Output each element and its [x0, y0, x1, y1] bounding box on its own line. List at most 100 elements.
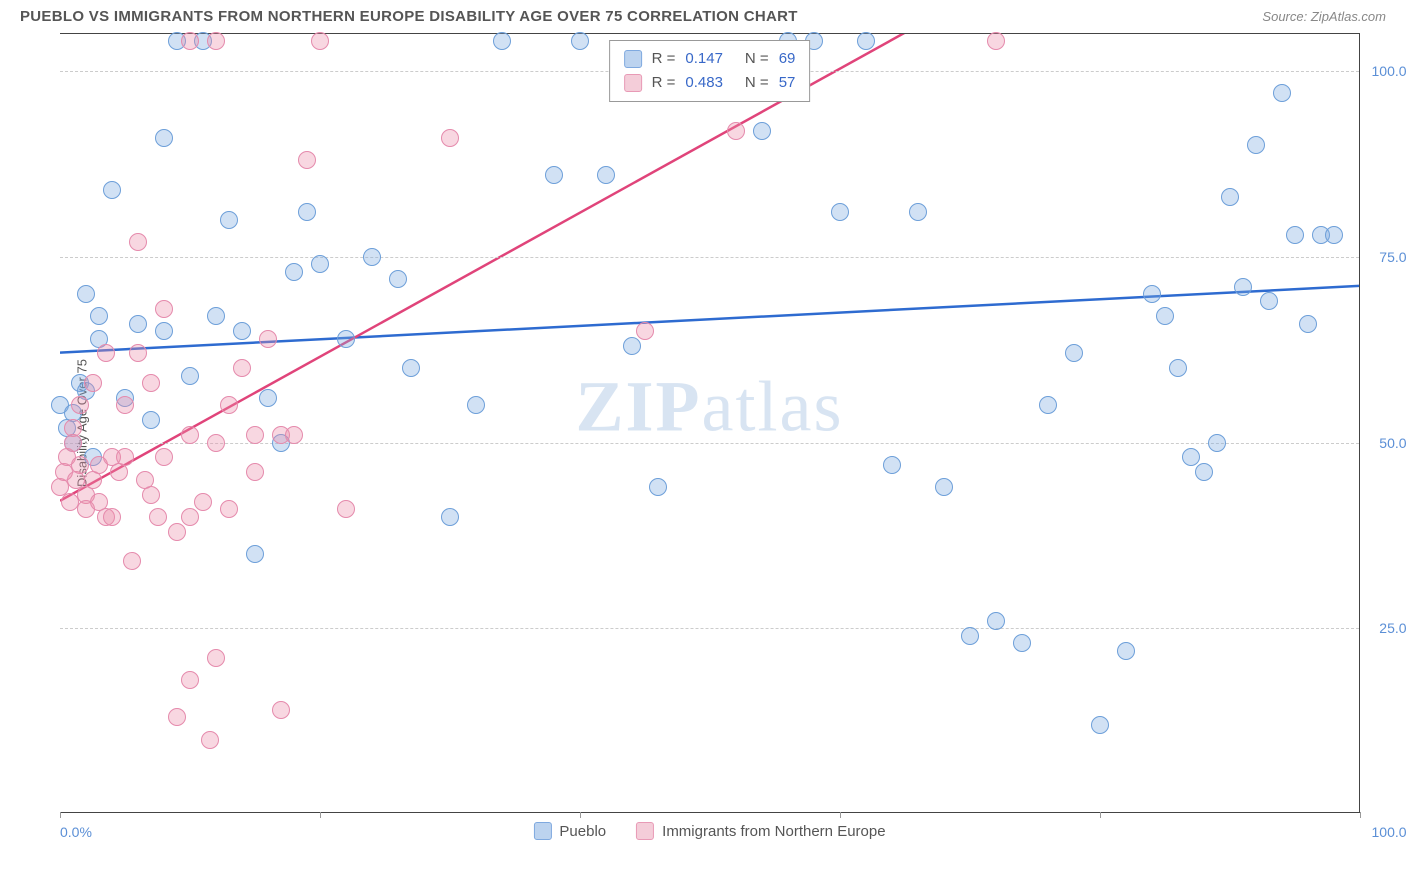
data-point — [883, 456, 901, 474]
data-point — [142, 374, 160, 392]
title-bar: PUEBLO VS IMMIGRANTS FROM NORTHERN EUROP… — [0, 0, 1406, 29]
data-point — [402, 359, 420, 377]
data-point — [1169, 359, 1187, 377]
data-point — [1299, 315, 1317, 333]
legend-label-pueblo: Pueblo — [559, 823, 606, 840]
data-point — [1286, 226, 1304, 244]
legend-r-label: R = — [652, 71, 676, 95]
data-point — [1325, 226, 1343, 244]
data-point — [909, 203, 927, 221]
data-point — [389, 270, 407, 288]
data-point — [97, 344, 115, 362]
data-point — [649, 478, 667, 496]
source-label: Source: ZipAtlas.com — [1262, 9, 1386, 24]
legend-swatch-immigrants-icon — [636, 822, 654, 840]
data-point — [246, 463, 264, 481]
x-tick-mark — [580, 812, 581, 818]
data-point — [246, 426, 264, 444]
y-tick-label: 100.0% — [1372, 63, 1406, 79]
data-point — [441, 129, 459, 147]
data-point — [129, 233, 147, 251]
data-point — [1208, 434, 1226, 452]
data-point — [259, 330, 277, 348]
data-point — [181, 426, 199, 444]
data-point — [311, 32, 329, 50]
data-point — [233, 359, 251, 377]
data-point — [571, 32, 589, 50]
data-point — [207, 649, 225, 667]
data-point — [168, 708, 186, 726]
data-point — [246, 545, 264, 563]
data-point — [636, 322, 654, 340]
data-point — [987, 32, 1005, 50]
legend-swatch-pueblo — [624, 50, 642, 68]
data-point — [753, 122, 771, 140]
x-tick-mark — [1100, 812, 1101, 818]
data-point — [123, 552, 141, 570]
data-point — [987, 612, 1005, 630]
data-point — [545, 166, 563, 184]
data-point — [181, 508, 199, 526]
data-point — [1156, 307, 1174, 325]
data-point — [129, 344, 147, 362]
legend-r-value-pueblo: 0.147 — [685, 47, 723, 71]
source-name: ZipAtlas.com — [1311, 9, 1386, 24]
data-point — [155, 322, 173, 340]
legend-swatch-pueblo-icon — [533, 822, 551, 840]
gridline — [60, 257, 1359, 258]
data-point — [1039, 396, 1057, 414]
data-point — [142, 411, 160, 429]
data-point — [857, 32, 875, 50]
correlation-legend: R = 0.147 N = 69 R = 0.483 N = 57 — [609, 40, 811, 102]
gridline — [60, 628, 1359, 629]
data-point — [116, 396, 134, 414]
data-point — [103, 508, 121, 526]
source-prefix: Source: — [1262, 9, 1307, 24]
data-point — [441, 508, 459, 526]
data-point — [727, 122, 745, 140]
data-point — [207, 32, 225, 50]
data-point — [597, 166, 615, 184]
data-point — [1065, 344, 1083, 362]
data-point — [285, 263, 303, 281]
data-point — [1247, 136, 1265, 154]
data-point — [155, 300, 173, 318]
data-point — [1091, 716, 1109, 734]
data-point — [1182, 448, 1200, 466]
data-point — [1221, 188, 1239, 206]
data-point — [1143, 285, 1161, 303]
y-tick-label: 75.0% — [1379, 249, 1406, 265]
data-point — [298, 203, 316, 221]
legend-r-label: R = — [652, 47, 676, 71]
legend-n-value-immigrants: 57 — [779, 71, 796, 95]
data-point — [220, 500, 238, 518]
x-axis-min-label: 0.0% — [60, 824, 92, 840]
data-point — [363, 248, 381, 266]
data-point — [90, 307, 108, 325]
data-point — [311, 255, 329, 273]
data-point — [129, 315, 147, 333]
data-point — [337, 330, 355, 348]
data-point — [298, 151, 316, 169]
data-point — [116, 448, 134, 466]
trend-lines-svg — [60, 34, 1359, 812]
data-point — [272, 701, 290, 719]
data-point — [142, 486, 160, 504]
x-tick-mark — [1360, 812, 1361, 818]
x-axis-max-label: 100.0% — [1372, 824, 1406, 840]
data-point — [155, 129, 173, 147]
data-point — [220, 211, 238, 229]
data-point — [467, 396, 485, 414]
x-tick-mark — [60, 812, 61, 818]
data-point — [935, 478, 953, 496]
data-point — [259, 389, 277, 407]
data-point — [623, 337, 641, 355]
data-point — [149, 508, 167, 526]
legend-row-immigrants: R = 0.483 N = 57 — [624, 71, 796, 95]
chart-title: PUEBLO VS IMMIGRANTS FROM NORTHERN EUROP… — [20, 8, 798, 25]
x-tick-mark — [840, 812, 841, 818]
data-point — [1260, 292, 1278, 310]
data-point — [1234, 278, 1252, 296]
data-point — [77, 285, 95, 303]
x-tick-mark — [320, 812, 321, 818]
